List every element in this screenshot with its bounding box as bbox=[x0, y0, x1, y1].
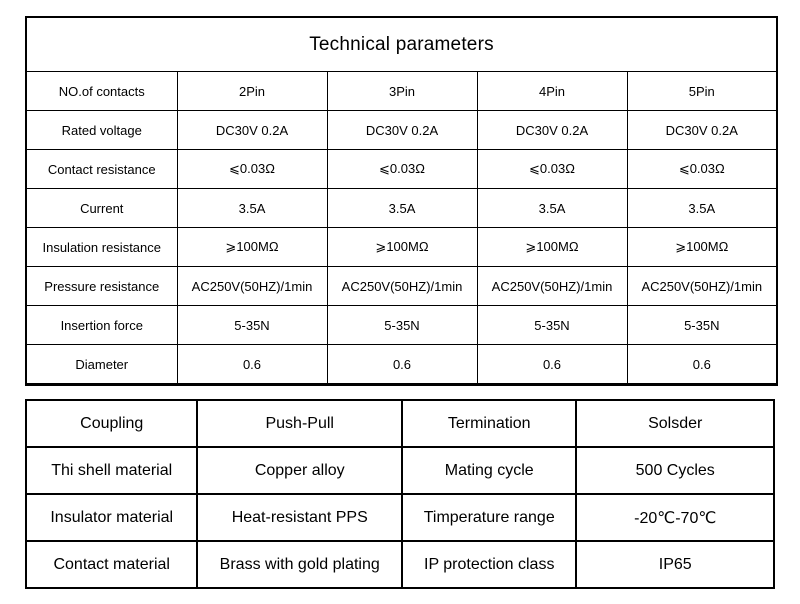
spec-label: IP protection class bbox=[400, 540, 578, 589]
technical-parameters-table: Technical parameters NO.of contacts 2Pin… bbox=[25, 16, 779, 386]
table-cell: 3.5A bbox=[176, 188, 328, 228]
table-cell: 3.5A bbox=[626, 188, 778, 228]
table-cell: ⩾100MΩ bbox=[626, 227, 778, 267]
table-row: Insulator material Heat-resistant PPS Ti… bbox=[24, 493, 775, 542]
spec-value: Push-Pull bbox=[196, 399, 403, 448]
row-label: Current bbox=[25, 188, 178, 228]
table-cell: AC250V(50HZ)/1min bbox=[326, 266, 478, 306]
table-title: Technical parameters bbox=[25, 16, 778, 72]
table-cell: ⩽0.03Ω bbox=[476, 149, 628, 189]
table-cell: 5-35N bbox=[626, 305, 778, 345]
table-cell: 0.6 bbox=[176, 344, 328, 385]
table-cell: ⩾100MΩ bbox=[176, 227, 328, 267]
table-cell: DC30V 0.2A bbox=[176, 110, 328, 150]
spec-value: Brass with gold plating bbox=[196, 540, 403, 589]
row-label: Insulation resistance bbox=[25, 227, 178, 267]
spec-label: Insulator material bbox=[24, 493, 199, 542]
spec-value: 500 Cycles bbox=[575, 446, 775, 495]
spec-value: Copper alloy bbox=[196, 446, 403, 495]
table-row: Current 3.5A 3.5A 3.5A 3.5A bbox=[25, 188, 778, 228]
table-cell: 0.6 bbox=[476, 344, 628, 385]
spec-value: -20℃-70℃ bbox=[575, 493, 775, 542]
table-cell: DC30V 0.2A bbox=[326, 110, 478, 150]
spec-value: Heat-resistant PPS bbox=[196, 493, 403, 542]
table-row: Rated voltage DC30V 0.2A DC30V 0.2A DC30… bbox=[25, 110, 778, 150]
table-cell: ⩽0.03Ω bbox=[326, 149, 478, 189]
table-row: Insulation resistance ⩾100MΩ ⩾100MΩ ⩾100… bbox=[25, 227, 778, 267]
table-cell: 0.6 bbox=[626, 344, 778, 385]
table-cell: ⩽0.03Ω bbox=[176, 149, 328, 189]
table-row: Contact material Brass with gold plating… bbox=[24, 540, 775, 589]
table-row: Pressure resistance AC250V(50HZ)/1min AC… bbox=[25, 266, 778, 306]
table-cell: ⩾100MΩ bbox=[476, 227, 628, 267]
table-cell: DC30V 0.2A bbox=[476, 110, 628, 150]
spec-label: Mating cycle bbox=[400, 446, 578, 495]
specifications-table: Coupling Push-Pull Termination Solsder T… bbox=[24, 399, 775, 589]
table-row: Diameter 0.6 0.6 0.6 0.6 bbox=[25, 344, 778, 385]
spec-label: Thi shell material bbox=[24, 446, 199, 495]
table-cell: 2Pin bbox=[176, 71, 328, 111]
table-cell: ⩽0.03Ω bbox=[626, 149, 778, 189]
row-label: Contact resistance bbox=[25, 149, 178, 189]
table-cell: AC250V(50HZ)/1min bbox=[476, 266, 628, 306]
table-row: Thi shell material Copper alloy Mating c… bbox=[24, 446, 775, 495]
row-label: Pressure resistance bbox=[25, 266, 178, 306]
table-cell: 5-35N bbox=[476, 305, 628, 345]
table-cell: 5-35N bbox=[326, 305, 478, 345]
row-label: Insertion force bbox=[25, 305, 178, 345]
table-cell: 4Pin bbox=[476, 71, 628, 111]
row-label: NO.of contacts bbox=[25, 71, 178, 111]
table-row: Coupling Push-Pull Termination Solsder bbox=[24, 399, 775, 448]
table-cell: 5-35N bbox=[176, 305, 328, 345]
table-cell: 3.5A bbox=[326, 188, 478, 228]
table-row: Insertion force 5-35N 5-35N 5-35N 5-35N bbox=[25, 305, 778, 345]
table-cell: 0.6 bbox=[326, 344, 478, 385]
table-cell: AC250V(50HZ)/1min bbox=[176, 266, 328, 306]
row-label: Diameter bbox=[25, 344, 178, 385]
row-label: Rated voltage bbox=[25, 110, 178, 150]
table-row: NO.of contacts 2Pin 3Pin 4Pin 5Pin bbox=[25, 71, 778, 111]
spec-label: Coupling bbox=[24, 399, 199, 448]
spec-value: Solsder bbox=[575, 399, 775, 448]
spec-label: Timperature range bbox=[400, 493, 578, 542]
spec-label: Contact material bbox=[24, 540, 199, 589]
table-cell: DC30V 0.2A bbox=[626, 110, 778, 150]
table-cell: ⩾100MΩ bbox=[326, 227, 478, 267]
spec-value: IP65 bbox=[575, 540, 775, 589]
table-cell: AC250V(50HZ)/1min bbox=[626, 266, 778, 306]
table-cell: 3Pin bbox=[326, 71, 478, 111]
table-cell: 5Pin bbox=[626, 71, 778, 111]
table-row: Contact resistance ⩽0.03Ω ⩽0.03Ω ⩽0.03Ω … bbox=[25, 149, 778, 189]
table-title-row: Technical parameters bbox=[25, 16, 778, 72]
table-cell: 3.5A bbox=[476, 188, 628, 228]
spec-label: Termination bbox=[400, 399, 578, 448]
